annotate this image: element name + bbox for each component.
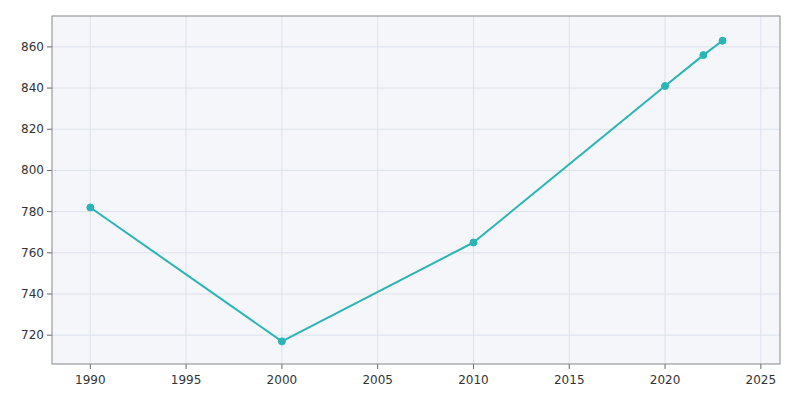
chart-container: 1990 1995 2000 2005 2010 2015 2020 2025 720 740 76… [0,0,800,400]
x-tick-label: 2015 [554,373,585,387]
y-tick-label: 760 [21,246,44,260]
y-tick-label: 840 [21,81,44,95]
series [87,37,726,345]
y-grid-line [52,293,780,294]
x-grid-line [665,16,666,364]
y-tick-label: 820 [21,122,44,136]
x-grid-line [760,16,761,364]
y-tick [47,252,52,253]
y-tick-label: 720 [21,328,44,342]
y-grid-line [52,129,780,130]
x-tick-label: 2020 [650,373,681,387]
y-grid-line [52,88,780,89]
x-tick [760,364,761,369]
plot-background [52,16,780,364]
y-tick [47,46,52,47]
y-tick [47,211,52,212]
x-tick [90,364,91,369]
y-tick-label: 860 [21,40,44,54]
point [278,338,285,345]
y-grid-line [52,252,780,253]
x-tick [281,364,282,369]
x-tick-label: 2005 [362,373,393,387]
x-grid-line [281,16,282,364]
point [87,204,94,211]
y-grid-line [52,46,780,47]
x-grid-line [473,16,474,364]
y-tick [47,88,52,89]
x-tick [473,364,474,369]
y-grid-line [52,170,780,171]
point [662,83,669,90]
x-grid-line [90,16,91,364]
y-tick [47,335,52,336]
y-tick [47,129,52,130]
point [719,37,726,44]
x-grid-line [186,16,187,364]
x-tick [377,364,378,369]
point [700,52,707,59]
y-tick-label: 740 [21,287,44,301]
y-tick-label: 800 [21,163,44,177]
x-tick-label: 2010 [458,373,489,387]
axes: 1990 1995 2000 2005 2010 2015 2020 2025 720 740 76… [21,16,780,387]
y-tick [47,170,52,171]
line [90,41,722,342]
x-tick-label: 2000 [267,373,298,387]
x-grid-line [569,16,570,364]
x-tick [186,364,187,369]
plot-frame [52,16,780,364]
y-grid-line [52,335,780,336]
y-tick [47,293,52,294]
x-tick [665,364,666,369]
grid [52,16,780,364]
x-tick-label: 2025 [746,373,777,387]
x-tick-label: 1995 [171,373,202,387]
y-tick-label: 780 [21,205,44,219]
x-tick-label: 1990 [75,373,106,387]
x-grid-line [377,16,378,364]
x-tick [569,364,570,369]
chart-svg: 1990 1995 2000 2005 2010 2015 2020 2025 720 740 76… [0,0,800,400]
point [470,239,477,246]
y-grid-line [52,211,780,212]
